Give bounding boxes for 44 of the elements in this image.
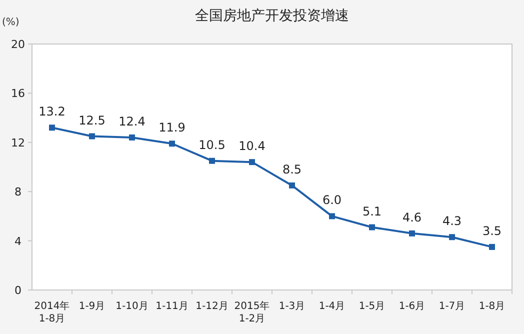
y-tick-label: 4 <box>14 234 22 248</box>
data-label: 11.9 <box>158 120 186 135</box>
data-label: 10.4 <box>238 139 266 154</box>
y-tick-label: 8 <box>14 186 22 199</box>
x-tick-label: 1-7月 <box>438 301 466 312</box>
x-tick-label: 2014年 1-8月 <box>34 300 70 324</box>
data-label: 3.5 <box>482 224 502 238</box>
point <box>369 224 375 230</box>
data-label: 6.0 <box>322 193 342 208</box>
x-tick-label: 1-9月 <box>78 301 106 312</box>
chart-title: 全国房地产开发投资增速 <box>195 8 349 24</box>
point <box>129 134 135 140</box>
point <box>209 158 215 164</box>
point <box>329 213 335 220</box>
x-tick-label: 1-3月 <box>278 301 306 312</box>
data-label: 12.4 <box>118 114 146 128</box>
y-tick-label: 16 <box>11 87 25 100</box>
x-tick-label: 1-11月 <box>156 301 188 312</box>
x-tick-label: 1-8月 <box>478 301 506 312</box>
x-tick-label: 1-10月 <box>116 301 148 312</box>
y-tick-label: 12 <box>11 136 25 150</box>
data-label: 10.5 <box>198 138 226 152</box>
point <box>49 124 55 131</box>
point <box>249 159 255 166</box>
x-tick-label: 1-12月 <box>196 301 228 312</box>
point <box>289 182 295 188</box>
point <box>89 133 95 140</box>
data-label: 8.5 <box>282 162 302 176</box>
data-label: 4.6 <box>402 210 422 224</box>
y-tick-label: 0 <box>14 284 22 297</box>
y-axis-title: (%) <box>2 17 20 28</box>
point <box>449 234 455 240</box>
x-tick-label: 1-4月 <box>318 301 346 312</box>
data-label: 4.3 <box>442 214 462 228</box>
point <box>409 230 415 236</box>
point <box>169 140 175 147</box>
x-tick-label: 2015年 1-2月 <box>234 300 270 324</box>
data-label: 12.5 <box>78 113 106 128</box>
data-label: 5.1 <box>362 204 382 218</box>
y-tick-label: 20 <box>11 38 25 51</box>
x-tick-label: 1-6月 <box>398 301 426 312</box>
data-label: 13.2 <box>38 104 66 119</box>
x-tick-label: 1-5月 <box>358 301 386 312</box>
point <box>489 244 495 250</box>
